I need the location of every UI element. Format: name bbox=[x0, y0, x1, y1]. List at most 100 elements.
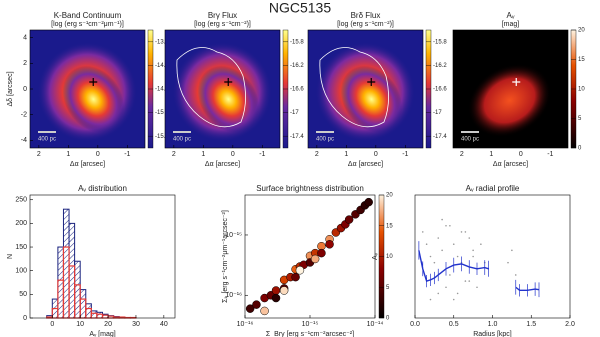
y-tick-label: 10⁻¹⁵ bbox=[225, 232, 242, 239]
colorbar-tick-label: 10 bbox=[386, 254, 393, 260]
background-point bbox=[441, 249, 443, 252]
background-point bbox=[514, 274, 517, 276]
background-point bbox=[449, 274, 451, 276]
y-tick-label: 0 bbox=[23, 315, 27, 322]
profile-line bbox=[515, 286, 540, 292]
colorbar-tick-label: -17 bbox=[290, 110, 299, 116]
x-tick-label: 20 bbox=[104, 321, 112, 328]
x-tick-label: 1 bbox=[66, 151, 70, 158]
panel-title: Brγ Flux bbox=[208, 11, 237, 20]
panel-subtitle: [log (erg s⁻¹cm⁻²)] bbox=[337, 21, 394, 28]
background-point bbox=[429, 298, 432, 301]
y-axis-label: Σₖ [erg s⁻¹cm⁻²μm⁻¹arcsec⁻²] bbox=[222, 210, 229, 303]
panel-title: K-Band Continuum bbox=[54, 11, 122, 20]
panel-title: Aᵥ distribution bbox=[78, 184, 127, 193]
panel-title: Surface brightness distribution bbox=[256, 184, 364, 193]
y-tick-label: 4 bbox=[23, 35, 27, 42]
x-axis-label: Δα [arcsec] bbox=[348, 161, 383, 168]
center-marker bbox=[89, 78, 98, 86]
map-contour bbox=[176, 47, 246, 128]
figure-title: NGC5135 bbox=[269, 0, 331, 16]
scatter-point bbox=[295, 266, 305, 275]
background-point bbox=[507, 261, 509, 264]
colorbar-tick-label: -16.6 bbox=[433, 87, 447, 93]
y-tick-label: 100 bbox=[15, 268, 27, 275]
x-tick-label: 1.5 bbox=[526, 321, 536, 328]
x-tick-label: 1 bbox=[489, 151, 493, 158]
background-point bbox=[476, 286, 478, 289]
background-point bbox=[472, 255, 474, 258]
colorbar-tick-label: -17 bbox=[433, 110, 442, 116]
y-tick-label: 0 bbox=[23, 86, 27, 93]
background-point bbox=[421, 231, 424, 233]
background-point bbox=[445, 286, 447, 289]
scatter-point bbox=[310, 254, 320, 264]
background-point bbox=[441, 218, 443, 221]
background-point bbox=[437, 292, 440, 295]
x-tick-label: 2 bbox=[172, 151, 176, 158]
y-tick-label: -4 bbox=[21, 137, 27, 144]
panel-subtitle: [mag] bbox=[502, 21, 520, 28]
y-axis-label: Δδ [arcsec] bbox=[7, 71, 14, 106]
panel-title: Aᵥ radial profile bbox=[466, 184, 520, 193]
colorbar-tick-label: 5 bbox=[386, 285, 390, 291]
colorbar-tick-label: 5 bbox=[578, 116, 582, 122]
x-axis-label: Radius [kpc] bbox=[473, 331, 512, 337]
y-tick-label: -2 bbox=[21, 111, 27, 118]
scale-label: 400 pc bbox=[461, 137, 479, 143]
x-tick-label: -1 bbox=[402, 151, 408, 158]
scatter-point bbox=[252, 300, 261, 309]
colorbar-tick-label: 20 bbox=[578, 28, 585, 34]
x-tick-label: -1 bbox=[547, 151, 553, 158]
scatter-point bbox=[344, 215, 354, 224]
center-marker bbox=[367, 78, 376, 86]
x-tick-label: 2 bbox=[315, 151, 319, 158]
profile-line bbox=[418, 250, 489, 282]
colorbar-tick-label: -16.2 bbox=[433, 63, 447, 69]
histogram-bar bbox=[96, 311, 104, 319]
histogram-bar bbox=[79, 289, 87, 319]
x-tick-label: 1 bbox=[201, 151, 205, 158]
panel-title: Aᵥ bbox=[507, 11, 515, 20]
scatter-point bbox=[245, 304, 255, 313]
x-tick-label: 2 bbox=[37, 151, 41, 158]
background-point bbox=[472, 249, 474, 252]
histogram-bar bbox=[90, 310, 98, 319]
panel-subtitle: [log (erg s⁻¹cm⁻²)] bbox=[194, 21, 251, 28]
plot-frame bbox=[452, 29, 569, 149]
x-tick-label: 0 bbox=[96, 151, 100, 158]
colorbar-tick-label: 20 bbox=[386, 193, 393, 199]
scatter-point bbox=[271, 293, 281, 303]
background-point bbox=[468, 237, 471, 239]
colorbar-tick-label: -15 bbox=[155, 110, 164, 116]
colorbar-tick-label: -13.8 bbox=[155, 39, 169, 45]
background-point bbox=[449, 224, 451, 227]
map-emission bbox=[197, 65, 260, 133]
background-point bbox=[452, 243, 455, 245]
center-marker bbox=[512, 78, 521, 86]
x-tick-label: -1 bbox=[259, 151, 265, 158]
colorbar-tick-label: -14.2 bbox=[155, 63, 169, 69]
y-tick-label: 200 bbox=[15, 220, 27, 227]
x-tick-label: 0 bbox=[50, 321, 54, 328]
y-tick-label: 150 bbox=[15, 244, 27, 251]
colorbar-tick-label: -16.2 bbox=[290, 63, 304, 69]
colorbar-tick-label: -15.4 bbox=[155, 134, 169, 140]
x-axis-label: Δα [arcsec] bbox=[205, 161, 240, 168]
scatter-point bbox=[291, 272, 300, 282]
colorbar-tick-label: 0 bbox=[578, 146, 582, 152]
histogram-bar bbox=[62, 208, 70, 319]
scale-label: 400 pc bbox=[173, 137, 191, 143]
colorbar-tick-label: -16.6 bbox=[290, 87, 304, 93]
scatter-point bbox=[260, 306, 269, 316]
colorbar-label: Aᵥ bbox=[372, 252, 379, 260]
colorbar-tick-label: -15.8 bbox=[290, 39, 304, 45]
background-point bbox=[464, 280, 467, 282]
x-axis-label: Δα [arcsec] bbox=[493, 161, 528, 168]
plot-frame bbox=[414, 194, 571, 319]
background-point bbox=[425, 243, 428, 245]
x-tick-label: 40 bbox=[160, 321, 168, 328]
x-tick-label: 1 bbox=[344, 151, 348, 158]
histogram-bar bbox=[57, 246, 64, 319]
